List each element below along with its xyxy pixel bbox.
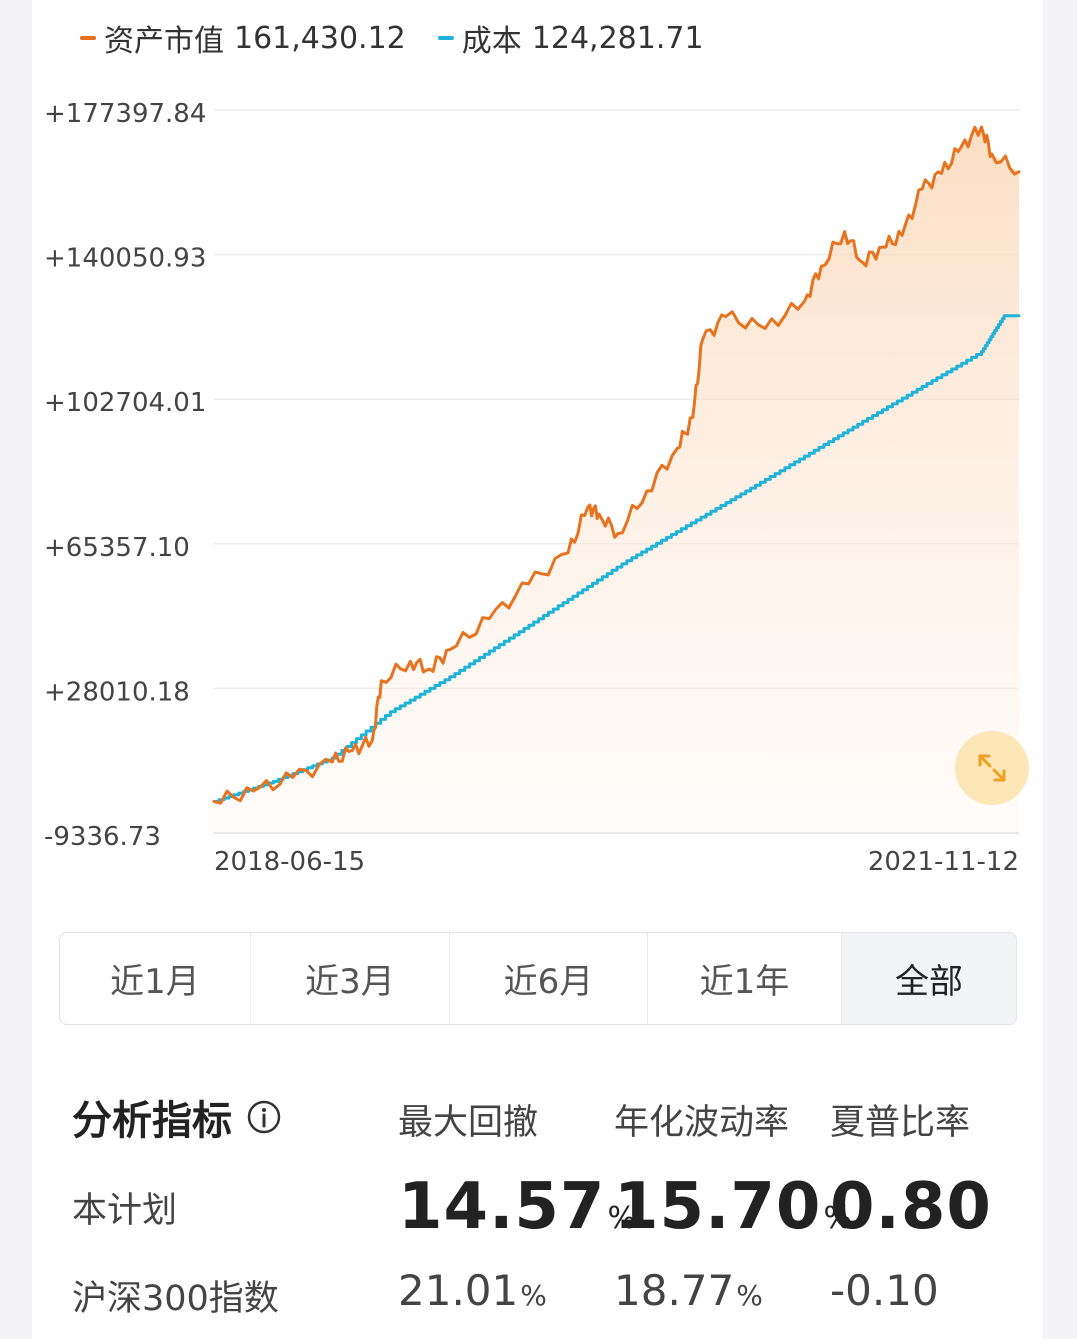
col-head-max-drawdown: 最大回撤 bbox=[398, 1103, 539, 1143]
series-layer bbox=[212, 125, 1021, 833]
plan-sharpe-ratio-value: 0.80 bbox=[830, 1170, 992, 1244]
y-tick-label: -9336.73 bbox=[44, 822, 161, 852]
plan-annual-volatility: 15.70% bbox=[614, 1170, 853, 1244]
asset-value-line bbox=[212, 125, 1021, 805]
plan-annual-volatility-value: 15.70 bbox=[614, 1170, 822, 1244]
plan-annual-volatility-unit: % bbox=[823, 1201, 853, 1236]
plan-sharpe-ratio: 0.80 bbox=[830, 1170, 992, 1244]
csi300-annual-volatility: 18.77% bbox=[614, 1266, 763, 1315]
csi300-annual-volatility-unit: % bbox=[736, 1279, 763, 1312]
plan-max-drawdown-value: 14.57 bbox=[398, 1170, 606, 1244]
tab-1-year[interactable]: 近1年 bbox=[648, 933, 842, 1024]
x-tick-label: 2021-11-12 bbox=[868, 847, 1019, 877]
info-circle-icon[interactable] bbox=[246, 1099, 282, 1135]
legend-value-cost: 124,281.71 bbox=[531, 20, 704, 56]
tab-3-months[interactable]: 近3月 bbox=[251, 933, 450, 1024]
csi300-max-drawdown-unit: % bbox=[520, 1279, 547, 1312]
row-label-plan: 本计划 bbox=[72, 1191, 178, 1231]
legend-item-asset: 资产市值 161,430.12 bbox=[80, 16, 406, 60]
y-tick-label: +28010.18 bbox=[44, 677, 190, 707]
y-axis-ticks: +177397.84 +140050.93 +102704.01 +65357.10 +… bbox=[44, 99, 206, 852]
legend-item-cost: 成本 124,281.71 bbox=[437, 16, 704, 60]
cost-line bbox=[212, 314, 1021, 803]
y-tick-label: +102704.01 bbox=[44, 388, 206, 418]
csi300-sharpe-ratio: -0.10 bbox=[830, 1266, 939, 1315]
tab-all[interactable]: 全部 bbox=[842, 933, 1016, 1024]
metrics-title: 分析指标 bbox=[72, 1088, 282, 1146]
legend-swatch-cost bbox=[437, 36, 454, 40]
period-tabs: 近1月 近3月 近6月 近1年 全部 bbox=[59, 932, 1017, 1025]
y-tick-label: +177397.84 bbox=[44, 99, 206, 129]
y-tick-label: +65357.10 bbox=[44, 533, 190, 563]
line-chart[interactable]: +177397.84 +140050.93 +102704.01 +65357.10 +… bbox=[0, 0, 1077, 900]
col-head-sharpe-ratio: 夏普比率 bbox=[830, 1103, 971, 1143]
tab-1-month[interactable]: 近1月 bbox=[60, 933, 251, 1024]
expand-arrows-icon bbox=[978, 754, 1006, 782]
csi300-sharpe-ratio-value: -0.10 bbox=[830, 1266, 939, 1315]
asset-area-fill bbox=[214, 127, 1019, 833]
legend-value-asset: 161,430.12 bbox=[234, 20, 406, 56]
csi300-max-drawdown: 21.01% bbox=[398, 1266, 547, 1315]
col-head-annual-volatility: 年化波动率 bbox=[614, 1103, 790, 1143]
tab-6-months[interactable]: 近6月 bbox=[450, 933, 648, 1024]
row-label-csi300: 沪深300指数 bbox=[72, 1279, 279, 1319]
plan-max-drawdown: 14.57% bbox=[398, 1170, 637, 1244]
y-tick-label: +140050.93 bbox=[44, 244, 206, 274]
chart-legend: 资产市值 161,430.12 成本 124,281.71 bbox=[80, 16, 736, 60]
csi300-annual-volatility-value: 18.77 bbox=[614, 1266, 735, 1315]
metrics-title-text: 分析指标 bbox=[72, 1098, 232, 1144]
legend-swatch-asset bbox=[80, 36, 96, 40]
expand-chart-button[interactable] bbox=[955, 731, 1029, 805]
csi300-max-drawdown-value: 21.01 bbox=[398, 1266, 519, 1315]
x-axis-ticks: 2018-06-15 2021-11-12 bbox=[214, 847, 1019, 877]
plan-max-drawdown-unit: % bbox=[607, 1201, 637, 1236]
x-tick-label: 2018-06-15 bbox=[214, 847, 365, 877]
legend-label-asset: 资产市值 bbox=[104, 24, 224, 59]
legend-label-cost: 成本 bbox=[461, 24, 522, 59]
